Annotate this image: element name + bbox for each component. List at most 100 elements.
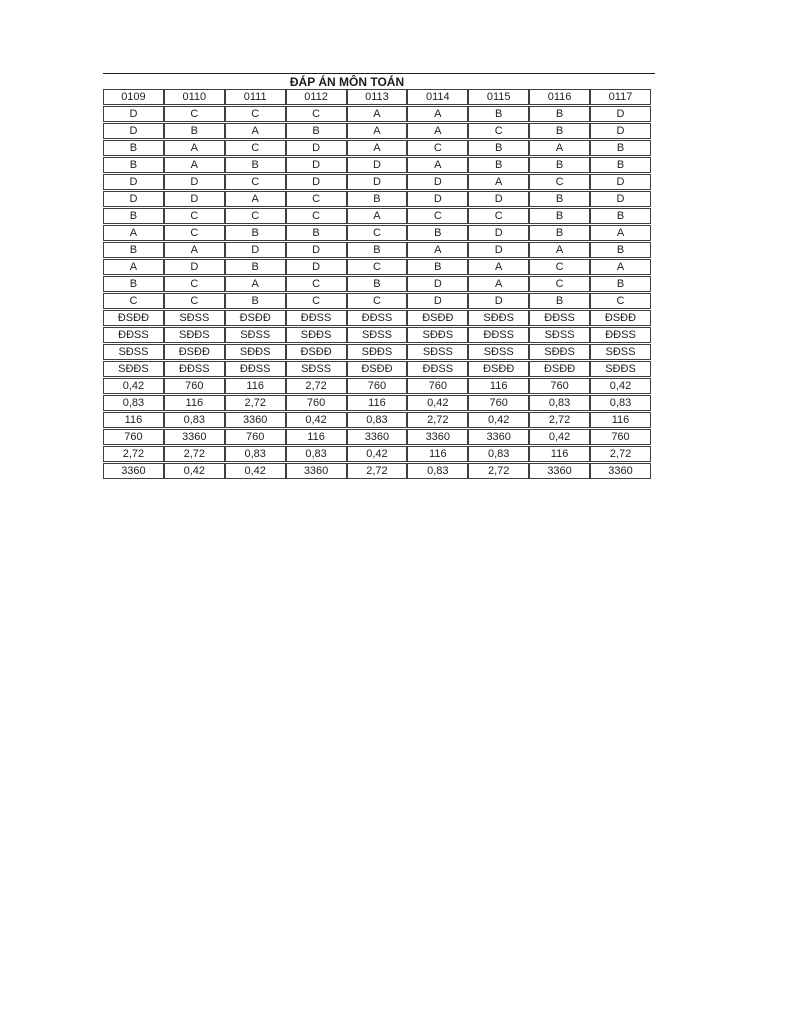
answer-cell: B [163,123,225,139]
answer-cell: D [346,157,408,173]
answer-cell: D [468,225,530,241]
answer-cell: ĐSĐĐ [468,361,530,377]
answer-cell: D [407,174,469,190]
answer-cell: B [224,225,286,241]
answer-cell: C [285,276,347,292]
answer-cell: C [163,106,225,122]
answer-cell: C [103,293,164,309]
answer-row: ĐSĐĐ SĐSS ĐSĐĐ ĐĐSS ĐĐSS ĐSĐĐ SĐĐS ĐĐSS ĐSĐĐ [103,310,651,326]
answer-cell: ĐĐSS [346,310,408,326]
answer-cell: 116 [285,429,347,445]
answer-cell: B [224,259,286,275]
answer-row: ĐĐSS SĐĐS SĐSS SĐĐS SĐSS SĐĐS ĐĐSS SĐSS ĐĐSS [103,327,651,343]
answer-cell: A [346,208,408,224]
answer-cell: A [163,140,225,156]
answer-cell: 3360 [224,412,286,428]
answer-cell: C [163,293,225,309]
answer-cell: 0,83 [163,412,225,428]
answer-cell: 0,42 [468,412,530,428]
answer-cell: 760 [468,395,530,411]
answer-cell: C [407,208,469,224]
answer-cell: 116 [407,446,469,462]
column-header: 0117 [590,89,651,105]
answer-cell: SĐSS [468,344,530,360]
answer-cell: D [285,259,347,275]
answer-cell: 3360 [407,429,469,445]
answer-cell: 3360 [529,463,590,479]
answer-cell: 3360 [346,429,408,445]
answer-cell: D [407,191,469,207]
answer-cell: A [468,259,530,275]
answer-cell: A [103,259,164,275]
answer-cell: 0,83 [103,395,164,411]
answer-row: SĐSS ĐSĐĐ SĐĐS ĐSĐĐ SĐĐS SĐSS SĐSS SĐĐS SĐSS [103,344,651,360]
answer-cell: ĐSĐĐ [103,310,164,326]
answer-cell: D [590,123,651,139]
answer-cell: ĐSĐĐ [285,344,347,360]
answer-cell: 0,83 [407,463,469,479]
answer-cell: A [407,106,469,122]
answer-cell: SĐĐS [468,310,530,326]
answer-cell: B [346,242,408,258]
answer-cell: 2,72 [590,446,651,462]
answer-cell: 3360 [285,463,347,479]
answer-cell: 0,42 [224,463,286,479]
answer-cell: D [468,191,530,207]
answer-cell: B [590,157,651,173]
answer-cell: A [468,174,530,190]
answer-cell: 0,42 [163,463,225,479]
answer-cell: 116 [224,378,286,394]
answer-cell: 0,83 [590,395,651,411]
answer-cell: SĐSS [590,344,651,360]
answer-cell: 3360 [468,429,530,445]
answer-cell: 116 [590,412,651,428]
answer-cell: C [224,208,286,224]
answer-cell: 760 [529,378,590,394]
answer-cell: C [224,140,286,156]
answer-row: 2,72 2,72 0,83 0,83 0,42 116 0,83 116 2,72 [103,446,651,462]
answer-cell: C [163,276,225,292]
answer-cell: D [285,157,347,173]
answer-cell: A [407,123,469,139]
answer-cell: SĐĐS [285,327,347,343]
answer-cell: B [224,157,286,173]
answer-cell: SĐSS [163,310,225,326]
answer-cell: D [346,174,408,190]
answer-cell: 760 [590,429,651,445]
answer-cell: D [163,259,225,275]
answer-cell: ĐSĐĐ [407,310,469,326]
answer-cell: SĐĐS [103,361,164,377]
answer-cell: C [468,208,530,224]
answer-cell: C [224,174,286,190]
answer-cell: SĐSS [103,344,164,360]
answer-row: SĐĐS ĐĐSS ĐĐSS SĐSS ĐSĐĐ ĐĐSS ĐSĐĐ ĐSĐĐ SĐĐS [103,361,651,377]
answer-cell: D [103,191,164,207]
answer-cell: ĐSĐĐ [529,361,590,377]
answer-cell: B [103,140,164,156]
answer-cell: 760 [103,429,164,445]
answer-cell: 0,83 [285,446,347,462]
column-header: 0111 [224,89,286,105]
answer-cell: B [346,276,408,292]
answer-cell: SĐĐS [346,344,408,360]
page-title: ĐÁP ÁN MÔN TOÁN [289,75,405,89]
answer-cell: D [103,174,164,190]
answer-cell: 2,72 [285,378,347,394]
answer-cell: C [346,293,408,309]
answer-cell: 0,83 [224,446,286,462]
answer-cell: A [468,276,530,292]
answer-cell: C [224,106,286,122]
answer-cell: A [407,242,469,258]
answer-cell: SĐSS [224,327,286,343]
answer-cell: C [285,106,347,122]
answer-cell: A [224,191,286,207]
answer-cell: 116 [346,395,408,411]
answer-cell: D [103,106,164,122]
answer-cell: C [529,276,590,292]
